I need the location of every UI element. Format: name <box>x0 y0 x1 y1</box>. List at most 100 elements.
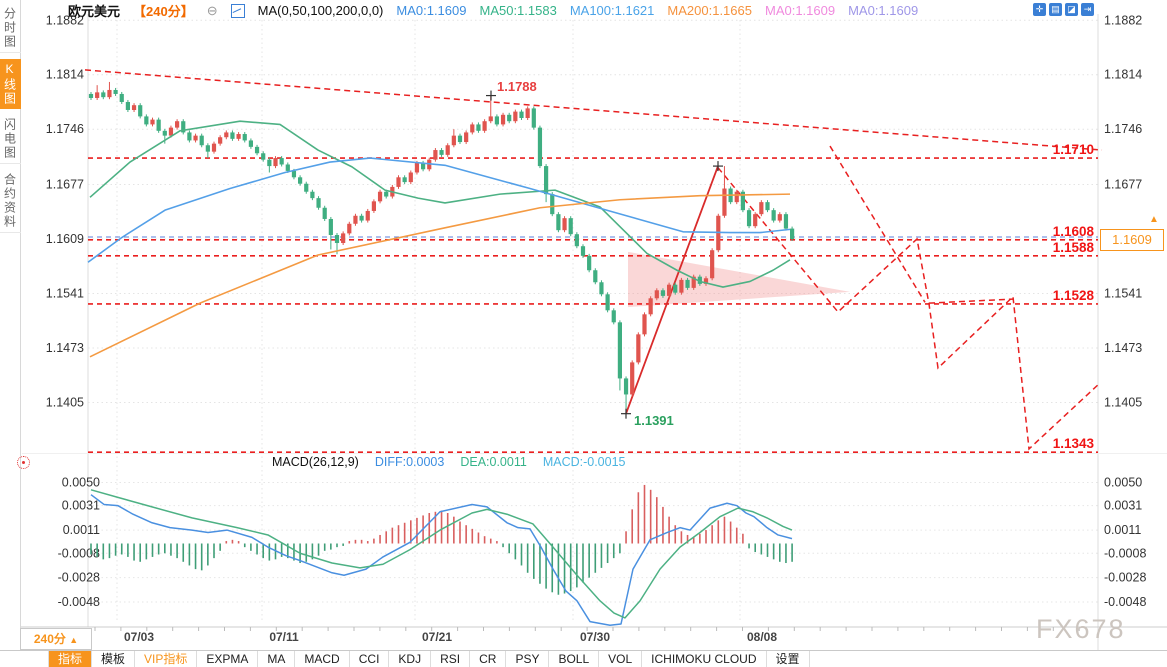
window-tool-icons: ✛ ▤ ◪ ⇥ <box>1033 3 1094 16</box>
macd-header: MACD(26,12,9) DIFF:0.0003 DEA:0.0011 MAC… <box>272 455 626 469</box>
candle-body <box>193 135 198 141</box>
macd-label-left: 0.0031 <box>62 499 100 513</box>
period-label: 【240分】 <box>133 4 194 19</box>
candle-body <box>537 127 543 167</box>
macd-title: MACD(26,12,9) <box>272 455 359 469</box>
overlay-chart-icon[interactable] <box>230 3 245 18</box>
candle-body <box>710 250 715 279</box>
candle-body <box>451 135 456 146</box>
price-level-label: 1.1528 <box>1053 288 1095 303</box>
candle-body <box>685 279 690 288</box>
toolbar-item-kdj[interactable]: KDJ <box>389 651 432 667</box>
candle-body <box>753 214 758 227</box>
panel-layout-icon[interactable]: ▤ <box>1049 3 1062 16</box>
candle-body <box>162 130 167 136</box>
toolbar-item-ma[interactable]: MA <box>258 651 296 667</box>
price-annotation: 1.1391 <box>634 413 674 428</box>
y-axis-label-right: 1.1882 <box>1104 13 1142 27</box>
candle-body <box>353 215 358 224</box>
toolbar-item-rsi[interactable]: RSI <box>431 651 471 667</box>
sidebar-tab-tick-chart[interactable]: 闪电图 <box>0 115 21 164</box>
candle-body <box>617 322 622 379</box>
candle-body <box>550 194 555 215</box>
sidebar-tab-kline-chart[interactable]: K线图 <box>0 59 21 109</box>
candle-body <box>211 143 217 152</box>
macd-label-left: -0.0028 <box>58 571 100 585</box>
candle-body <box>580 246 586 256</box>
toolbar-item-vol[interactable]: VOL <box>599 651 643 667</box>
candle-body <box>599 282 604 295</box>
toolbar-item-indicators[interactable]: 指标 <box>49 651 93 667</box>
current-price-tag: 1.1609 <box>1100 229 1164 251</box>
candle-body <box>642 314 647 335</box>
candle-body <box>476 124 481 131</box>
candle-body <box>291 170 297 178</box>
price-level-label: 1.1343 <box>1053 436 1095 451</box>
candle-body <box>285 164 290 171</box>
macd-settings-icon[interactable] <box>17 456 30 469</box>
candle-body <box>359 215 364 221</box>
y-axis-label-left: 1.1405 <box>46 395 84 409</box>
candle-body <box>679 279 684 293</box>
candle-body <box>488 116 493 122</box>
macd-label-left: 0.0050 <box>62 476 100 490</box>
trendline-steep-projection <box>829 145 926 303</box>
candle-body <box>519 111 524 119</box>
candle-body <box>408 172 413 183</box>
macd-dea-line <box>90 489 793 619</box>
candle-body <box>254 146 260 154</box>
candle-body <box>144 116 149 125</box>
candle-body <box>605 294 610 311</box>
candle-body <box>790 228 795 239</box>
toolbar-item-boll[interactable]: BOLL <box>549 651 600 667</box>
move-tool-icon[interactable]: ✛ <box>1033 3 1046 16</box>
toolbar-item-templates[interactable]: 模板 <box>92 651 136 667</box>
price-annotation: 1.1788 <box>497 79 537 94</box>
candle-body <box>470 124 475 133</box>
sidebar-tab-contract-info[interactable]: 合约资料 <box>0 170 21 233</box>
collapse-indicator-icon[interactable]: ⊖ <box>206 2 218 18</box>
candle-body <box>304 183 309 192</box>
timeframe-selector[interactable]: 240分 ▲ <box>20 628 92 650</box>
y-axis-label-right: 1.1746 <box>1104 122 1142 136</box>
candle-body <box>365 210 370 221</box>
toolbar-item-cr[interactable]: CR <box>470 651 507 667</box>
candle-body <box>734 191 739 203</box>
toolbar-item-psy[interactable]: PSY <box>506 651 550 667</box>
drawing-tools-icon[interactable]: ◪ <box>1065 3 1078 16</box>
toolbar-item-macd[interactable]: MACD <box>295 651 350 667</box>
chart-canvas[interactable]: 1.1882 1.1882 1.1814 1.1814 1.1746 1.1746 1.16… <box>0 0 1167 650</box>
candle-body <box>697 276 702 284</box>
candle-body <box>568 218 573 235</box>
toolbar-item-cci[interactable]: CCI <box>350 651 390 667</box>
toolbar-item-settings[interactable]: 设置 <box>767 651 810 667</box>
ma-line-MA100 <box>87 157 791 263</box>
candle-body <box>783 214 789 229</box>
candle-body <box>113 89 118 94</box>
macd-label-right: 0.0050 <box>1104 476 1142 490</box>
candle-body <box>673 284 678 293</box>
ma200-value: MA200:1.1665 <box>667 3 752 18</box>
page-forward-icon[interactable]: ⇥ <box>1081 3 1094 16</box>
toolbar-item-ichimoku[interactable]: ICHIMOKU CLOUD <box>642 651 767 667</box>
macd-label-left: -0.0008 <box>58 546 100 560</box>
candle-body <box>396 177 401 187</box>
candle-body <box>205 145 210 152</box>
candle-body <box>267 159 272 167</box>
candle-body <box>101 92 106 98</box>
candle-body <box>230 132 235 139</box>
y-axis-label-right: 1.1405 <box>1104 395 1142 409</box>
toolbar-item-expma[interactable]: EXPMA <box>197 651 259 667</box>
indicator-toolbar: 指标 模板 VIP指标 EXPMA MA MACD CCI KDJ RSI CR… <box>0 650 1167 667</box>
candle-body <box>261 153 266 160</box>
brand-watermark: FX678 <box>1036 614 1126 644</box>
sidebar-tab-time-chart[interactable]: 分时图 <box>0 4 21 53</box>
toolbar-item-vip[interactable]: VIP指标 <box>135 651 198 667</box>
macd-label-right: -0.0048 <box>1104 595 1146 609</box>
price-up-arrow-icon: ▲ <box>1149 214 1159 225</box>
candle-body <box>765 202 770 211</box>
candle-body <box>740 191 745 211</box>
macd-diff-value: DIFF:0.0003 <box>374 455 445 469</box>
candle-body <box>494 116 499 125</box>
chart-type-sidebar: 分时图 K线图 闪电图 合约资料 <box>0 0 21 650</box>
